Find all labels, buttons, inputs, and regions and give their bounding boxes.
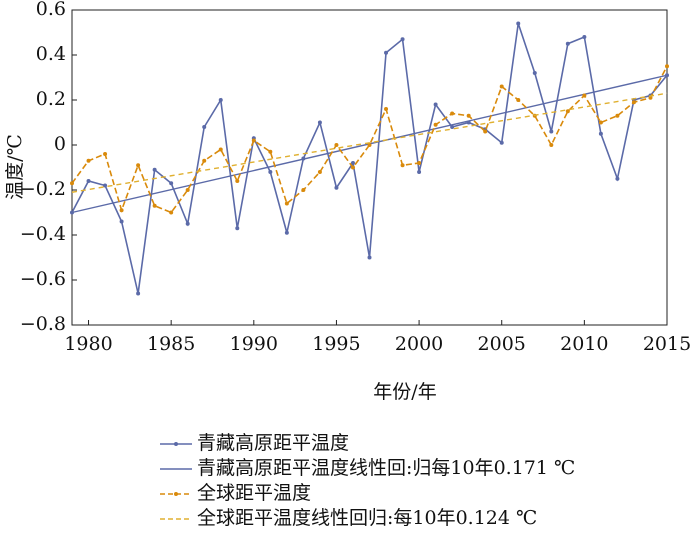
point	[284, 201, 289, 206]
point	[268, 149, 273, 154]
point	[384, 50, 389, 55]
point	[549, 129, 554, 134]
point	[367, 143, 372, 147]
point	[615, 113, 620, 118]
point	[86, 158, 91, 163]
point	[450, 111, 455, 116]
point	[400, 163, 405, 168]
point	[235, 179, 240, 183]
point	[631, 100, 636, 105]
point	[317, 170, 322, 174]
point	[86, 179, 91, 183]
point	[598, 120, 603, 125]
y-tick-label: −0.8	[20, 313, 66, 335]
point	[218, 147, 223, 152]
point	[334, 143, 339, 147]
point	[565, 109, 570, 114]
y-tick-label: 0.2	[36, 88, 66, 110]
point	[367, 255, 372, 260]
point	[152, 203, 157, 208]
point	[334, 185, 339, 190]
x-tick-label: 2010	[560, 333, 608, 355]
point	[251, 138, 256, 143]
point	[582, 35, 587, 39]
point	[317, 120, 322, 125]
y-tick-label: −0.2	[20, 178, 66, 200]
x-tick-label: 2000	[395, 333, 443, 355]
point	[549, 143, 554, 147]
point	[665, 64, 669, 69]
point	[400, 37, 405, 42]
y-tick-label: 0	[54, 133, 66, 155]
legend-marker	[174, 442, 178, 446]
y-tick-label: 0.4	[36, 43, 66, 65]
x-tick-label: 2005	[478, 333, 526, 355]
point	[169, 181, 174, 186]
y-tick-label: −0.4	[20, 223, 66, 245]
point	[483, 129, 488, 134]
point	[582, 93, 587, 98]
legend-label: 青藏高原距平温度线性回:归每10年0.171 ℃	[197, 457, 575, 479]
point	[185, 221, 190, 226]
plot-frame	[71, 9, 668, 326]
point	[532, 71, 537, 75]
point	[565, 41, 570, 46]
point	[70, 181, 74, 186]
x-tick-label: 2015	[643, 333, 691, 355]
point	[119, 208, 124, 213]
series-line	[71, 23, 668, 294]
point	[450, 125, 455, 129]
point	[103, 152, 108, 156]
point	[169, 210, 174, 215]
point	[103, 183, 108, 188]
y-tick-label: 0.6	[36, 0, 66, 20]
x-tick-label: 1980	[64, 333, 112, 355]
point	[136, 163, 141, 168]
point	[185, 188, 190, 192]
legend-label: 青藏高原距平温度	[197, 432, 349, 454]
point	[301, 188, 306, 192]
series-line	[71, 92, 668, 193]
x-tick-label: 1990	[230, 333, 278, 355]
point	[499, 140, 504, 145]
point	[417, 161, 422, 165]
point	[598, 131, 603, 136]
point	[516, 98, 521, 102]
point	[268, 170, 273, 174]
point	[235, 226, 240, 231]
point	[136, 291, 141, 296]
point	[516, 21, 521, 26]
point	[466, 113, 471, 118]
point	[384, 107, 389, 111]
point	[350, 161, 355, 165]
point	[433, 102, 438, 107]
point	[152, 167, 157, 172]
point	[202, 125, 207, 129]
legend-label: 全球距平温度线性回归:每10年0.124 ℃	[197, 507, 537, 529]
point	[218, 98, 223, 102]
legend-label: 全球距平温度	[197, 482, 311, 504]
x-tick-label: 1995	[312, 333, 360, 355]
x-axis-label: 年份/年	[373, 381, 436, 403]
point	[615, 176, 620, 181]
y-tick-label: −0.6	[20, 268, 66, 290]
x-tick-label: 1985	[147, 333, 195, 355]
point	[284, 230, 289, 235]
legend-marker	[174, 492, 178, 496]
point	[119, 219, 124, 224]
point	[417, 170, 422, 174]
point	[350, 165, 355, 170]
point	[499, 84, 504, 89]
point	[202, 158, 207, 163]
series-line	[71, 65, 668, 214]
y-axis-label: 温度/℃	[4, 134, 26, 200]
point	[433, 122, 438, 127]
